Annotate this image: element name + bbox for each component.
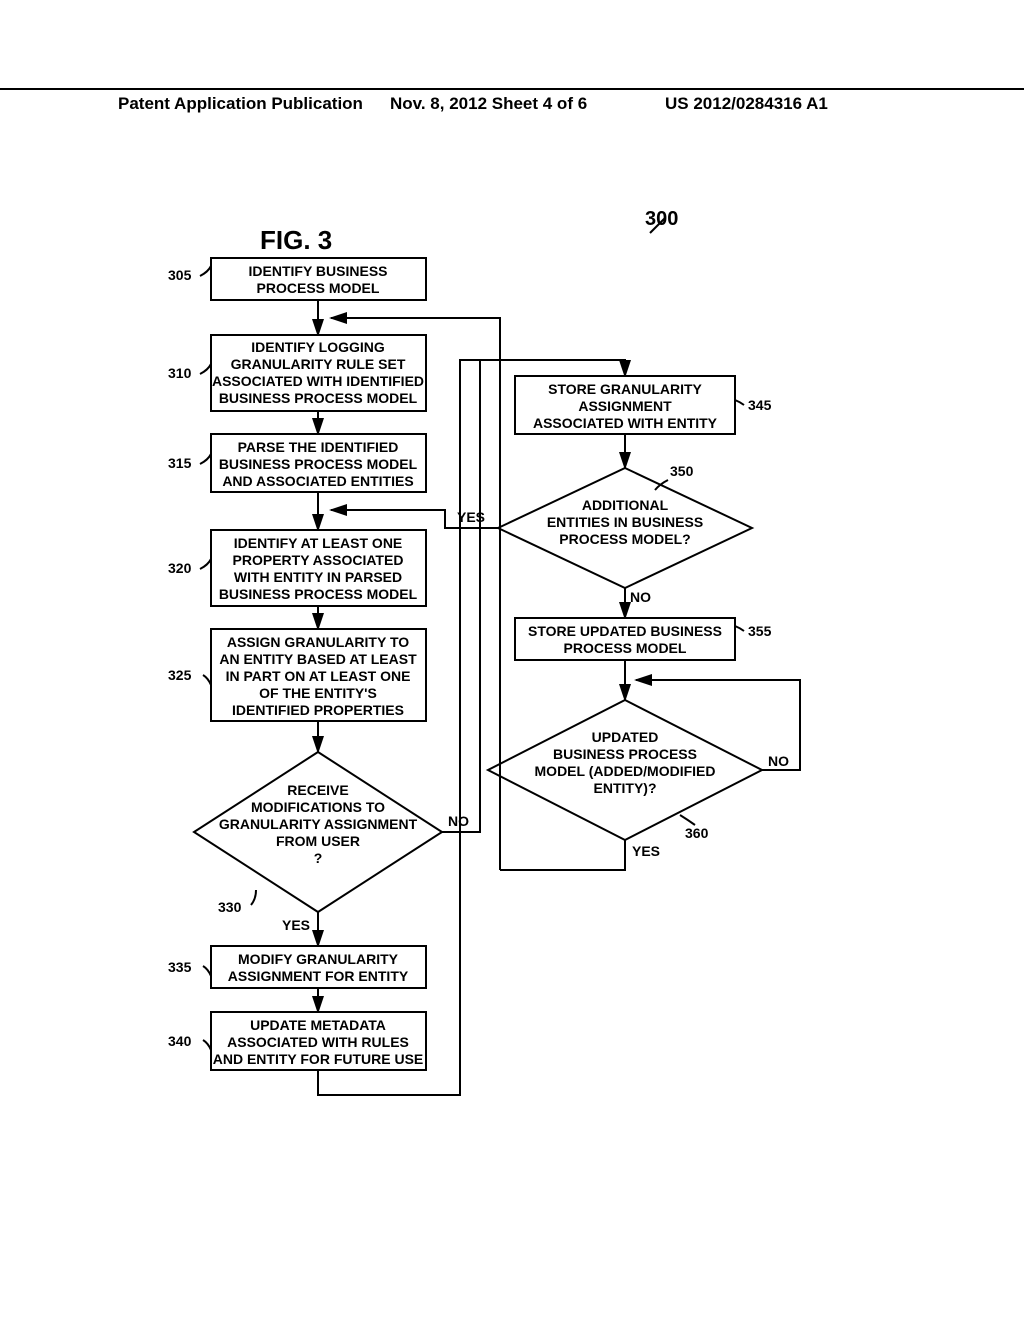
n345-l1: STORE GRANULARITY [548,381,702,397]
page: Patent Application Publication Nov. 8, 2… [0,0,1024,1320]
n320-l1: IDENTIFY AT LEAST ONE [234,535,403,551]
n360-l3: MODEL (ADDED/MODIFIED [535,763,716,779]
n315-l1: PARSE THE IDENTIFIED [238,439,399,455]
n360-yes: YES [632,843,660,859]
n335-l2: ASSIGNMENT FOR ENTITY [228,968,409,984]
n360-no: NO [768,753,789,769]
n320-l4: BUSINESS PROCESS MODEL [219,586,418,602]
n310-l3: ASSOCIATED WITH IDENTIFIED [212,373,424,389]
n330-ref: 330 [218,899,242,915]
n350-l3: PROCESS MODEL? [559,531,690,547]
n325-l4: OF THE ENTITY'S [259,685,377,701]
n325-l3: IN PART ON AT LEAST ONE [226,668,411,684]
n325-l2: AN ENTITY BASED AT LEAST [219,651,417,667]
n355-l2: PROCESS MODEL [564,640,687,656]
n350-l2: ENTITIES IN BUSINESS [547,514,703,530]
n355-l1: STORE UPDATED BUSINESS [528,623,722,639]
n350-yes: YES [457,509,485,525]
n320-l2: PROPERTY ASSOCIATED [233,552,404,568]
n325-ref: 325 [168,667,192,683]
n355-ref: 355 [748,623,772,639]
n325-l5: IDENTIFIED PROPERTIES [232,702,404,718]
n330-l1: RECEIVE [287,782,348,798]
n330-l2: MODIFICATIONS TO [251,799,385,815]
n330-l5: ? [314,850,323,866]
n310-l4: BUSINESS PROCESS MODEL [219,390,418,406]
flowchart: IDENTIFY BUSINESS PROCESS MODEL 305 IDEN… [0,0,1024,1320]
n360-l4: ENTITY)? [594,780,657,796]
n340-l3: AND ENTITY FOR FUTURE USE [213,1051,424,1067]
n320-ref: 320 [168,560,192,576]
n340-l2: ASSOCIATED WITH RULES [227,1034,409,1050]
n310-ref: 310 [168,365,192,381]
n330-yes: YES [282,917,310,933]
n350-ref: 350 [670,463,694,479]
n360-l2: BUSINESS PROCESS [553,746,697,762]
n360-l1: UPDATED [592,729,659,745]
n360-ref: 360 [685,825,709,841]
n310-l2: GRANULARITY RULE SET [231,356,406,372]
n330-l4: FROM USER [276,833,360,849]
n335-l1: MODIFY GRANULARITY [238,951,399,967]
n335-ref: 335 [168,959,192,975]
n310-l1: IDENTIFY LOGGING [251,339,385,355]
n320-l3: WITH ENTITY IN PARSED [234,569,402,585]
n315-ref: 315 [168,455,192,471]
n345-l2: ASSIGNMENT [578,398,672,414]
n305-l2: PROCESS MODEL [257,280,380,296]
n345-l3: ASSOCIATED WITH ENTITY [533,415,718,431]
n305-ref: 305 [168,267,192,283]
n325-l1: ASSIGN GRANULARITY TO [227,634,409,650]
n340-ref: 340 [168,1033,192,1049]
n340-l1: UPDATE METADATA [250,1017,386,1033]
n305-l1: IDENTIFY BUSINESS [249,263,388,279]
n350-l1: ADDITIONAL [582,497,669,513]
n345-ref: 345 [748,397,772,413]
n315-l2: BUSINESS PROCESS MODEL [219,456,418,472]
n315-l3: AND ASSOCIATED ENTITIES [222,473,413,489]
n350-no: NO [630,589,651,605]
n330-l3: GRANULARITY ASSIGNMENT [219,816,418,832]
n330-no: NO [448,813,469,829]
